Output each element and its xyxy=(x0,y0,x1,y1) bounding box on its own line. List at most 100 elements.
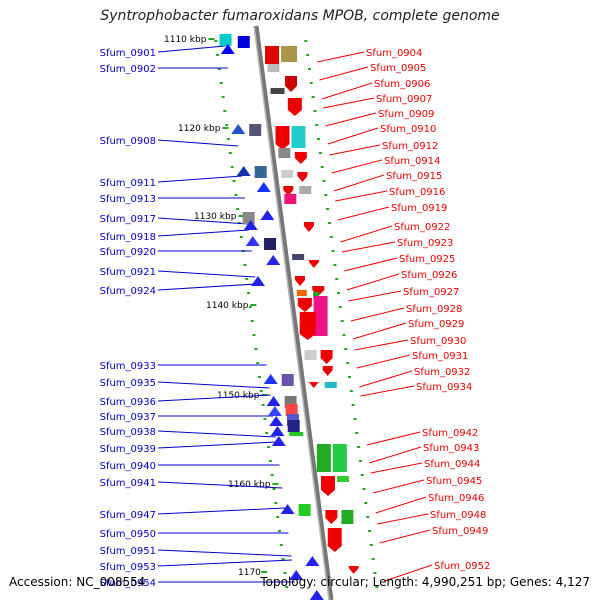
accession-label: Accession: NC_008554 xyxy=(9,575,146,589)
reverse-gene-label: Sfum_0932 xyxy=(414,367,470,378)
reverse-gene-label: Sfum_0906 xyxy=(374,79,430,90)
reverse-gene-arrow xyxy=(320,350,333,364)
reverse-gene-label: Sfum_0915 xyxy=(386,171,442,182)
kbp-label: 1120 kbp xyxy=(178,124,221,134)
tick-mark xyxy=(375,586,379,588)
tick-mark xyxy=(214,40,218,42)
tick-mark xyxy=(349,390,353,392)
reverse-gene-leader xyxy=(354,339,409,351)
forward-gene-arrow xyxy=(256,182,271,192)
forward-gene-block xyxy=(219,34,232,46)
tick-mark xyxy=(232,180,236,182)
reverse-gene-label: Sfum_0931 xyxy=(412,351,468,362)
reverse-gene-leader xyxy=(359,370,413,388)
tick-mark xyxy=(357,446,361,448)
reverse-gene-label: Sfum_0948 xyxy=(430,510,486,521)
kbp-label: 1170 xyxy=(238,568,261,578)
forward-gene-label: Sfum_0911 xyxy=(100,178,156,189)
reverse-gene-label: Sfum_0905 xyxy=(370,63,426,74)
tick-mark xyxy=(355,432,359,434)
reverse-gene-block xyxy=(341,510,354,524)
tick-mark xyxy=(351,404,355,406)
tick-mark xyxy=(223,110,227,112)
tick-mark xyxy=(317,138,321,140)
tick-mark xyxy=(335,278,339,280)
forward-gene-arrow xyxy=(266,255,281,265)
tick-mark xyxy=(313,110,317,112)
reverse-gene-block xyxy=(304,350,317,360)
tick-mark xyxy=(245,278,249,280)
forward-gene-arrow xyxy=(289,570,304,580)
reverse-gene-arrow xyxy=(327,528,342,552)
forward-gene-label: Sfum_0951 xyxy=(100,546,156,557)
reverse-gene-leader xyxy=(373,479,425,494)
tick-mark xyxy=(252,334,256,336)
reverse-gene-label: Sfum_0923 xyxy=(397,238,453,249)
reverse-gene-leader xyxy=(341,241,396,253)
tick-mark xyxy=(304,40,308,42)
reverse-gene-leader xyxy=(350,307,405,322)
tick-mark xyxy=(248,306,252,308)
tick-mark xyxy=(279,544,283,546)
reverse-gene-block xyxy=(292,254,305,260)
tick-mark xyxy=(247,292,251,294)
forward-gene-arrow xyxy=(250,276,265,286)
reverse-gene-leader xyxy=(379,529,431,544)
tick-mark xyxy=(337,292,341,294)
reverse-gene-block xyxy=(284,194,297,204)
reverse-gene-label: Sfum_0914 xyxy=(384,156,440,167)
tick-mark xyxy=(257,376,261,378)
forward-gene-arrow xyxy=(280,504,295,514)
tick-mark xyxy=(228,152,232,154)
tick-mark xyxy=(315,124,319,126)
tick-mark xyxy=(320,166,324,168)
tick-mark xyxy=(219,82,223,84)
tick-mark xyxy=(239,236,243,238)
forward-gene-arrow xyxy=(220,44,235,54)
tick-mark xyxy=(259,390,263,392)
forward-gene-label: Sfum_0947 xyxy=(100,510,156,521)
reverse-gene-label: Sfum_0930 xyxy=(410,336,466,347)
forward-gene-leader xyxy=(157,139,239,147)
forward-gene-block xyxy=(298,504,311,516)
forward-gene-block xyxy=(254,166,267,178)
reverse-gene-leader xyxy=(333,174,385,192)
reverse-gene-leader xyxy=(375,496,427,514)
reverse-gene-label: Sfum_0946 xyxy=(428,493,484,504)
reverse-gene-leader xyxy=(319,66,369,81)
forward-gene-label: Sfum_0918 xyxy=(100,232,156,243)
tick-mark xyxy=(230,166,234,168)
reverse-gene-leader xyxy=(317,51,365,63)
reverse-gene-arrow xyxy=(297,298,312,312)
tick-mark xyxy=(333,264,337,266)
reverse-gene-block xyxy=(299,186,312,194)
tick-mark xyxy=(261,404,265,406)
reverse-gene-arrow xyxy=(303,222,314,232)
forward-gene-leader xyxy=(157,481,283,489)
reverse-gene-block xyxy=(270,88,285,94)
tick-mark xyxy=(263,418,267,420)
reverse-gene-label: Sfum_0945 xyxy=(426,476,482,487)
reverse-gene-block xyxy=(296,290,307,296)
reverse-gene-arrow xyxy=(275,126,290,150)
tick-mark xyxy=(268,460,272,462)
reverse-gene-leader xyxy=(340,225,393,243)
reverse-gene-leader xyxy=(325,112,377,127)
tick-mark xyxy=(270,474,274,476)
reverse-gene-block xyxy=(332,444,347,472)
tick-mark xyxy=(281,558,285,560)
reverse-gene-block xyxy=(313,292,320,298)
tick-mark xyxy=(362,488,366,490)
forward-gene-label: Sfum_0901 xyxy=(100,48,156,59)
forward-gene-label: Sfum_0902 xyxy=(100,64,156,75)
reverse-gene-block xyxy=(324,382,337,388)
reverse-gene-leader xyxy=(321,82,373,100)
tick-mark xyxy=(326,208,330,210)
tick-mark xyxy=(274,502,278,504)
tick-mark xyxy=(256,362,260,364)
forward-gene-label: Sfum_0936 xyxy=(100,397,156,408)
forward-gene-leader xyxy=(157,270,256,278)
reverse-gene-block xyxy=(313,296,328,336)
forward-gene-leader xyxy=(157,381,270,389)
kbp-tick xyxy=(261,571,268,573)
